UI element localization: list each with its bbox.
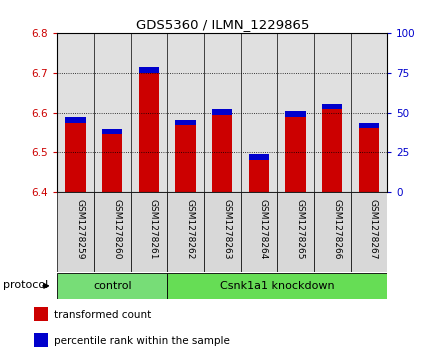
Bar (249, 155, 269, 160)
Text: percentile rank within the sample: percentile rank within the sample (54, 336, 230, 346)
Text: GSM1278267: GSM1278267 (369, 199, 378, 259)
Bar (167, 273, 387, 299)
Bar (131, 192, 167, 272)
Bar (351, 192, 387, 272)
Text: GSM1278264: GSM1278264 (259, 199, 268, 259)
Bar (249, 160, 269, 192)
Bar (176, 120, 196, 125)
Bar (66, 117, 86, 123)
Text: GSM1278260: GSM1278260 (112, 199, 121, 259)
Bar (322, 109, 342, 192)
Bar (167, 192, 204, 272)
Bar (94, 192, 131, 272)
Bar (359, 128, 379, 192)
Bar (359, 122, 379, 128)
Title: GDS5360 / ILMN_1229865: GDS5360 / ILMN_1229865 (136, 19, 309, 32)
Text: GSM1278259: GSM1278259 (76, 199, 84, 259)
Text: transformed count: transformed count (54, 310, 151, 320)
Bar (212, 109, 232, 115)
Bar (34, 333, 48, 347)
Bar (102, 129, 122, 135)
Bar (241, 192, 277, 272)
Text: GSM1278265: GSM1278265 (296, 199, 304, 259)
Bar (314, 192, 351, 272)
Bar (66, 122, 86, 192)
Text: Csnk1a1 knockdown: Csnk1a1 knockdown (220, 281, 334, 291)
Bar (34, 307, 48, 321)
Bar (212, 115, 232, 192)
Bar (176, 125, 196, 192)
Text: GSM1278266: GSM1278266 (332, 199, 341, 259)
Text: GSM1278262: GSM1278262 (186, 199, 194, 259)
Bar (102, 134, 122, 192)
Text: GSM1278261: GSM1278261 (149, 199, 158, 259)
Bar (139, 73, 159, 192)
Bar (322, 104, 342, 109)
Bar (286, 117, 306, 192)
Bar (277, 192, 314, 272)
Text: control: control (93, 281, 132, 291)
Bar (286, 111, 306, 117)
Bar (57, 192, 94, 272)
Bar (204, 192, 241, 272)
Bar (57, 273, 167, 299)
Text: GSM1278263: GSM1278263 (222, 199, 231, 259)
Text: protocol: protocol (3, 280, 48, 290)
Bar (139, 68, 159, 73)
